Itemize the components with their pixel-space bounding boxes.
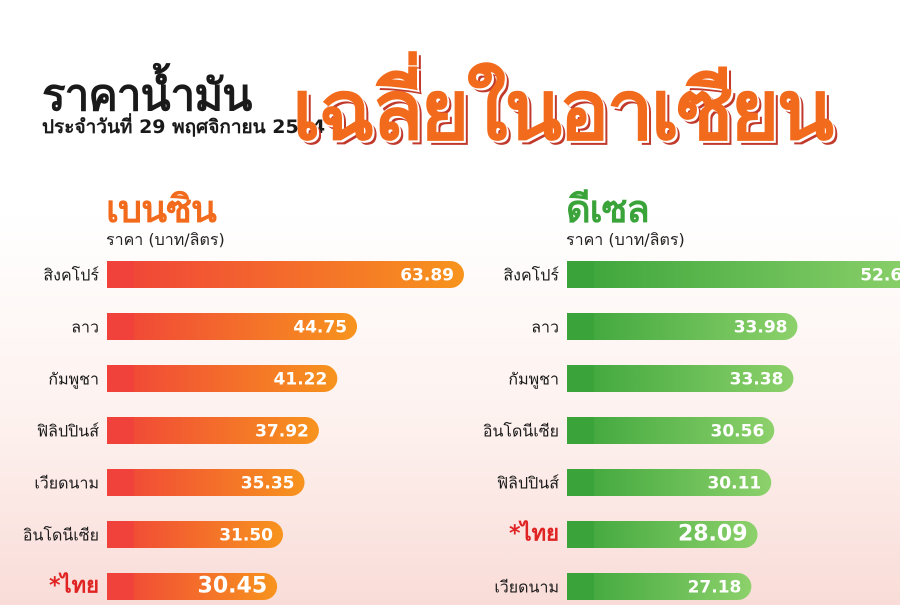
diesel-bar bbox=[567, 261, 900, 288]
benzin-bar-cap bbox=[107, 313, 134, 340]
diesel-value-label: 33.38 bbox=[730, 370, 784, 390]
benzin-bar bbox=[107, 417, 319, 444]
diesel-bar bbox=[567, 521, 758, 548]
diesel-bar bbox=[567, 365, 794, 392]
benzin-bar bbox=[107, 469, 305, 496]
diesel-category-label: ลาว bbox=[531, 318, 559, 337]
diesel-value-label: 27.18 bbox=[688, 578, 742, 598]
benzin-category-label: ลาว bbox=[71, 318, 99, 337]
benzin-value-label: 44.75 bbox=[293, 318, 347, 338]
diesel-value-label: 28.09 bbox=[678, 522, 748, 547]
benzin-value-label: 37.92 bbox=[255, 422, 309, 442]
benzin-bar-cap bbox=[107, 365, 134, 392]
diesel-category-label: เวียดนาม bbox=[494, 578, 559, 597]
benzin-category-label: อินโดนีเซีย bbox=[23, 526, 99, 545]
diesel-bar-cap bbox=[567, 573, 594, 600]
benzin-bar bbox=[107, 261, 464, 288]
benzin-bar bbox=[107, 365, 338, 392]
benzin-category-label: เวียดนาม bbox=[34, 474, 99, 493]
diesel-category-label: อินโดนีเซีย bbox=[483, 422, 559, 441]
page-title: ราคาน้ำมัน bbox=[42, 70, 252, 121]
benzin-bar bbox=[107, 313, 358, 340]
diesel-bar bbox=[567, 469, 772, 496]
diesel-bar-cap bbox=[567, 521, 594, 548]
benzin-value-label: 41.22 bbox=[274, 370, 328, 390]
diesel-value-label: 33.98 bbox=[734, 318, 788, 338]
diesel-value-label: 30.56 bbox=[711, 422, 765, 442]
benzin-category-label: กัมพูชา bbox=[48, 370, 99, 390]
benzin-bar-cap bbox=[107, 261, 134, 288]
diesel-category-label: *ไทย bbox=[509, 520, 559, 547]
diesel-bar-cap bbox=[567, 261, 594, 288]
benzin-bar-cap bbox=[107, 469, 134, 496]
benzin-category-label: *ไทย bbox=[49, 572, 99, 599]
diesel-bar bbox=[567, 313, 798, 340]
benzin-value-label: 35.35 bbox=[241, 474, 295, 494]
diesel-bar-cap bbox=[567, 365, 594, 392]
page-title-accent: เฉลี่ยในอาเซียน bbox=[292, 61, 834, 159]
page-date: ประจำวันที่ 29 พฤศจิกายน 2564 bbox=[42, 116, 326, 138]
diesel-bar bbox=[567, 573, 752, 600]
diesel-category-label: ฟิลิปปินส์ bbox=[497, 474, 559, 493]
benzin-unit-label: ราคา (บาท/ลิตร) bbox=[106, 230, 225, 249]
diesel-value-label: 52.63 bbox=[860, 266, 900, 286]
diesel-bar-cap bbox=[567, 313, 594, 340]
diesel-bar bbox=[567, 417, 775, 444]
diesel-bar-cap bbox=[567, 469, 594, 496]
diesel-unit-label: ราคา (บาท/ลิตร) bbox=[566, 230, 685, 249]
diesel-bar-chart: สิงคโปร์ 52.63 ลาว 33.98 กัมพูชา 33.38 อินโดนี… bbox=[483, 261, 900, 600]
diesel-category-label: สิงคโปร์ bbox=[503, 266, 559, 285]
diesel-category-label: กัมพูชา bbox=[508, 370, 559, 390]
diesel-panel: ดีเซล ราคา (บาท/ลิตร) สิงคโปร์ 52.63 ลาว 33… bbox=[460, 178, 900, 605]
benzin-bar-cap bbox=[107, 573, 134, 600]
benzin-category-label: สิงคโปร์ bbox=[43, 266, 99, 285]
benzin-title: เบนซิน bbox=[106, 187, 217, 231]
benzin-bar-chart: สิงคโปร์ 63.89 ลาว 44.75 กัมพูชา 41.22 ฟิลิปปิ… bbox=[23, 261, 464, 600]
benzin-category-label: ฟิลิปปินส์ bbox=[37, 422, 99, 441]
benzin-value-label: 63.89 bbox=[400, 266, 454, 286]
diesel-bar-cap bbox=[567, 417, 594, 444]
benzin-bar-cap bbox=[107, 521, 134, 548]
benzin-panel: เบนซิน ราคา (บาท/ลิตร) สิงคโปร์ 63.89 ลาว 4… bbox=[0, 178, 464, 605]
benzin-value-label: 30.45 bbox=[198, 574, 268, 599]
benzin-bar bbox=[107, 521, 284, 548]
diesel-value-label: 30.11 bbox=[707, 474, 761, 494]
diesel-title: ดีเซล bbox=[566, 187, 650, 231]
benzin-bar bbox=[107, 573, 278, 600]
benzin-bar-cap bbox=[107, 417, 134, 444]
benzin-value-label: 31.50 bbox=[219, 526, 273, 546]
